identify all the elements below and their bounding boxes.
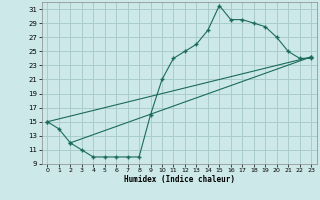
X-axis label: Humidex (Indice chaleur): Humidex (Indice chaleur) xyxy=(124,175,235,184)
